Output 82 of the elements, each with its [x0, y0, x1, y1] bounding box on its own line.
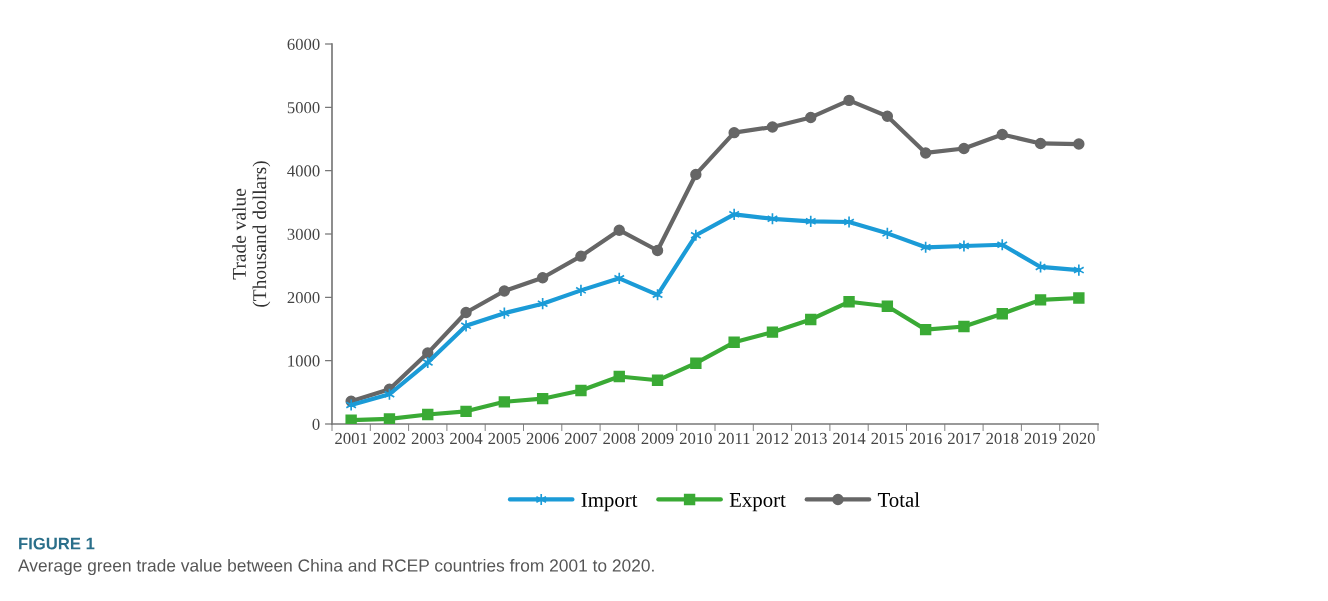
y-tick-label: 1000: [288, 355, 320, 367]
x-tick-label: 2015: [871, 432, 904, 445]
legend-label: Import: [581, 493, 638, 512]
x-tick-label: 2019: [1024, 432, 1057, 445]
point: [728, 126, 740, 139]
point: [843, 296, 855, 308]
point: [766, 326, 779, 338]
point: [766, 121, 779, 133]
point: [1073, 292, 1085, 304]
legend-label: Export: [729, 493, 786, 512]
y-tick-label: 2000: [287, 292, 320, 304]
point: [613, 370, 625, 383]
x-tick-label: 2001: [335, 432, 367, 445]
x-tick-label: 2004: [450, 432, 483, 445]
point: [1073, 263, 1085, 277]
point: [690, 357, 702, 369]
point: [422, 408, 434, 421]
y-tick-label: 6000: [287, 38, 320, 50]
caption: FIGURE 1: [19, 537, 95, 550]
point: [460, 405, 472, 418]
point: [843, 94, 855, 107]
point: [575, 283, 587, 297]
point: [958, 320, 970, 333]
point: [536, 392, 549, 405]
point: [843, 215, 855, 229]
point: [1073, 138, 1085, 150]
point: [958, 142, 970, 155]
point: [460, 319, 472, 333]
point: [1034, 294, 1047, 306]
x-tick-label: 2007: [565, 432, 598, 445]
x-tick-label: 2013: [794, 432, 827, 445]
point: [1034, 137, 1047, 150]
y-tick-label: 5000: [287, 102, 320, 114]
y-axis-title: Trade value (Thousand dollars): [232, 161, 271, 307]
x-tick-label: 2012: [756, 432, 789, 445]
point: [575, 384, 587, 397]
point: [651, 374, 664, 386]
x-tick-label: 2003: [411, 432, 444, 445]
x-tick-label: 2010: [679, 432, 712, 445]
x-tick-label: 2002: [373, 432, 406, 445]
point: [613, 271, 625, 285]
point: [996, 238, 1008, 252]
point: [651, 244, 664, 257]
point: [613, 224, 625, 236]
point: [805, 214, 817, 228]
point: [460, 306, 472, 319]
point: [919, 147, 932, 159]
point: [383, 413, 396, 424]
x-tick-label: 2008: [603, 432, 636, 445]
x-tick-label: 2011: [718, 432, 750, 445]
point: [728, 336, 740, 348]
x-tick-label: 2020: [1062, 432, 1095, 445]
legend-label: Total: [877, 492, 920, 507]
point: [919, 323, 932, 336]
point: [536, 272, 549, 284]
x-tick-label: 2017: [948, 432, 981, 445]
point: [345, 414, 357, 424]
y-tick-label: 4000: [287, 165, 320, 177]
point: [996, 308, 1008, 320]
point: [575, 250, 587, 262]
point: [996, 128, 1008, 141]
y-tick-label: 3000: [287, 228, 320, 240]
point: [805, 111, 817, 124]
y-tick-label: 0: [312, 418, 320, 430]
point: [422, 347, 434, 359]
x-tick-label: 2016: [909, 432, 942, 445]
point: [690, 168, 702, 181]
point: [881, 110, 894, 122]
point: [881, 300, 894, 312]
point: [805, 313, 817, 326]
x-tick-label: 2014: [833, 432, 866, 445]
x-tick-label: 2018: [986, 432, 1019, 445]
point: [498, 285, 511, 297]
point: [422, 356, 434, 369]
x-tick-label: 2006: [526, 432, 559, 445]
point: [498, 396, 511, 408]
text: Average green trade value between China and RCEP countries from 2001 to 2020.: [18, 558, 654, 576]
point: [728, 207, 740, 221]
x-tick-label: 2009: [641, 432, 674, 445]
x-tick-label: 2005: [488, 432, 521, 445]
point: [958, 239, 970, 253]
point: [690, 228, 702, 242]
